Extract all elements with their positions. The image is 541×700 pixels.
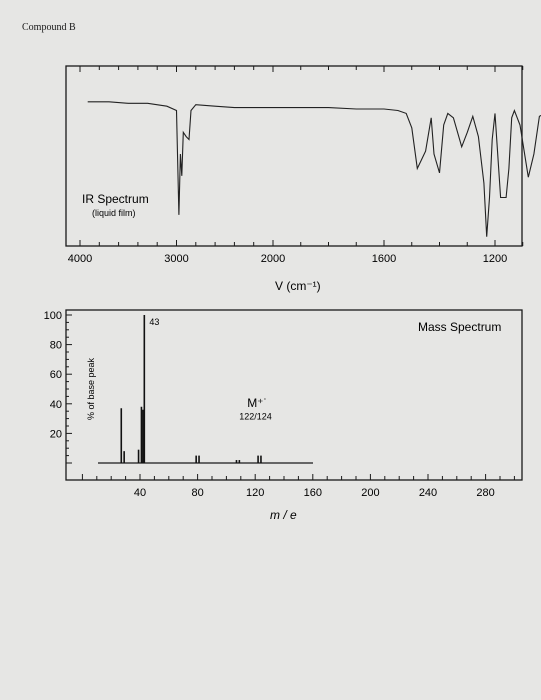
ir-x-tick-label: 3000 bbox=[164, 253, 188, 265]
ir-chart: 40003000200016001200800 IR Spectrum (liq… bbox=[65, 65, 541, 293]
ms-bars bbox=[120, 315, 262, 463]
ir-plot-frame bbox=[65, 65, 523, 247]
compound-heading: Compound B bbox=[22, 22, 76, 33]
ir-x-tick-label: 2000 bbox=[261, 253, 285, 265]
ir-x-axis-label: V (cm⁻¹) bbox=[275, 279, 321, 293]
ir-spectrum-trace bbox=[87, 101, 541, 237]
ms-molecular-ion-label: M⁺˙ bbox=[247, 396, 267, 410]
ms-x-tick-label: 80 bbox=[191, 487, 203, 499]
ms-x-tick-label: 280 bbox=[476, 487, 494, 499]
ms-x-tick-label: 120 bbox=[246, 487, 264, 499]
ms-x-tick-label: 200 bbox=[361, 487, 379, 499]
ir-bottom-ticks bbox=[79, 240, 524, 246]
ms-y-tick-label: 100 bbox=[44, 310, 62, 322]
ms-x-tick-label: 160 bbox=[304, 487, 322, 499]
ms-y-tick-label: 20 bbox=[50, 428, 62, 440]
ir-x-tick-label: 4000 bbox=[68, 253, 92, 265]
ir-x-tick-label: 1600 bbox=[372, 253, 396, 265]
ms-plot-frame bbox=[65, 309, 523, 481]
ms-x-ticks bbox=[81, 474, 515, 480]
ms-y-tick-label: 40 bbox=[50, 399, 62, 411]
ms-molecular-ion-masses: 122/124 bbox=[239, 412, 272, 422]
ms-y-axis-label: % of base peak bbox=[86, 357, 96, 420]
ms-y-tick-label: 80 bbox=[50, 340, 62, 352]
ms-base-peak-label: 43 bbox=[149, 317, 159, 327]
ir-x-tick-label: 1200 bbox=[483, 253, 507, 265]
ms-x-tick-label: 240 bbox=[419, 487, 437, 499]
ir-tick-labels: 40003000200016001200800 bbox=[68, 253, 507, 265]
ms-x-axis-label: m / e bbox=[270, 508, 297, 522]
ir-subtitle: (liquid film) bbox=[92, 208, 136, 218]
ir-top-ticks bbox=[79, 66, 524, 72]
ms-chart: 40 80 120 160 200 240 280 20 40 60 80 100 Mass Spe… bbox=[44, 309, 523, 522]
ms-x-tick-labels: 40 80 120 160 200 240 280 bbox=[134, 487, 495, 499]
ms-y-ticks bbox=[66, 314, 72, 464]
ms-title: Mass Spectrum bbox=[418, 320, 501, 334]
ir-title: IR Spectrum bbox=[82, 192, 149, 206]
ms-y-tick-labels: 20 40 60 80 100 bbox=[44, 310, 62, 440]
ms-y-tick-label: 60 bbox=[50, 369, 62, 381]
ms-x-tick-label: 40 bbox=[134, 487, 146, 499]
